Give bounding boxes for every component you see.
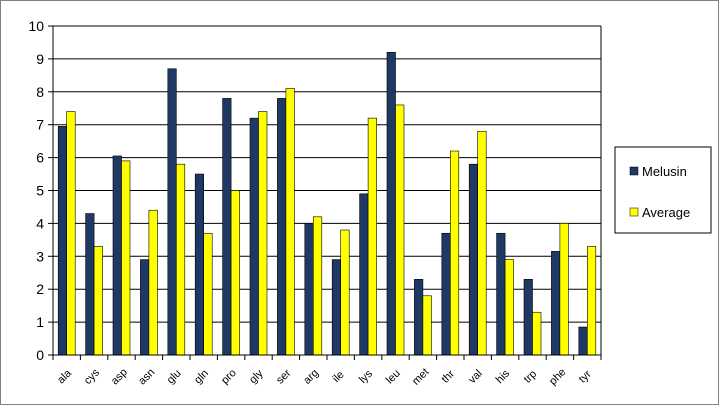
x-tick-label-lys: lys (357, 368, 375, 386)
y-tick-label: 10 (28, 18, 44, 34)
x-tick-label-cys: cys (82, 366, 103, 387)
x-tick-label-glu: glu (165, 367, 184, 386)
legend-swatch-melusin (629, 166, 639, 176)
y-tick-label: 9 (36, 51, 44, 67)
x-tick-label-asn: asn (136, 366, 157, 387)
x-tick-label-met: met (410, 366, 431, 387)
bar-average-gly (258, 111, 268, 356)
x-tick-labels: ala cys asp asn glu gln pro gly ser arg ile lys leu m… (55, 366, 594, 387)
x-tick-label-tyr: tyr (577, 368, 594, 385)
legend-swatch-average (629, 207, 639, 217)
bar-melusin-trp (523, 279, 533, 356)
bar-average-phe (559, 223, 569, 356)
bars (57, 52, 597, 356)
legend-label-melusin: Melusin (642, 164, 687, 179)
x-tick-label-gly: gly (247, 367, 266, 386)
bar-melusin-arg (304, 223, 314, 356)
bar-average-pro (230, 190, 240, 356)
x-tick-label-gln: gln (192, 367, 211, 386)
bar-average-ala (66, 111, 76, 356)
x-tick-label-ile: ile (330, 369, 346, 385)
gridlines (48, 25, 601, 356)
y-tick-label: 6 (36, 150, 44, 166)
x-tick-label-val: val (466, 368, 484, 386)
bar-melusin-val (468, 163, 479, 356)
y-tick-label: 8 (36, 84, 44, 100)
bar-melusin-glu (167, 68, 177, 356)
bar-average-thr (449, 150, 460, 356)
y-tick-label: 5 (36, 183, 44, 199)
bar-melusin-cys (85, 213, 95, 356)
y-tick-label: 3 (36, 248, 44, 264)
bar-melusin-lys (359, 193, 369, 356)
x-tick-label-pro: pro (219, 367, 239, 387)
y-tick-label: 7 (36, 117, 44, 133)
bar-average-tyr (586, 246, 597, 356)
bar-average-lys (367, 117, 377, 356)
bar-average-ser (285, 88, 295, 356)
y-tick-label: 0 (36, 347, 44, 363)
y-tick-label: 4 (36, 215, 44, 231)
bar-average-leu (395, 104, 405, 356)
bar-average-asp (121, 160, 131, 356)
bar-melusin-gly (249, 117, 259, 356)
bar-melusin-asp (112, 155, 122, 356)
legend-box (614, 146, 712, 234)
bar-average-met (422, 295, 432, 356)
legend: Melusin Average (614, 146, 712, 234)
bar-average-gln (203, 232, 213, 356)
bar-melusin-thr (441, 232, 451, 356)
x-tick-label-trp: trp (522, 368, 540, 386)
bar-melusin-ser (277, 98, 287, 356)
bar-melusin-asn (140, 259, 150, 356)
bar-average-glu (176, 163, 186, 356)
x-tick-label-arg: arg (301, 367, 321, 387)
bar-melusin-gln (194, 173, 204, 356)
bar-melusin-met (414, 279, 424, 356)
axes (52, 26, 602, 360)
bar-melusin-pro (222, 98, 232, 356)
x-tick-label-ala: ala (55, 367, 74, 386)
bar-melusin-ile (331, 259, 342, 356)
bar-average-his (504, 259, 514, 356)
x-tick-label-leu: leu (384, 367, 403, 386)
bar-melusin-tyr (578, 326, 588, 356)
x-tick-label-his: his (494, 367, 513, 386)
x-tick-label-phe: phe (547, 366, 568, 387)
bar-average-val (477, 130, 487, 356)
x-tick-label-thr: thr (439, 368, 457, 386)
y-tick-labels: 0 1 2 3 4 5 6 7 8 9 10 (28, 18, 44, 363)
bar-average-asn (148, 209, 158, 356)
bar-melusin-his (496, 232, 506, 356)
bar-average-cys (93, 246, 103, 356)
bar-melusin-ala (57, 126, 68, 356)
bar-average-arg (312, 216, 323, 356)
x-tick-label-asp: asp (109, 366, 130, 387)
y-tick-label: 2 (36, 281, 44, 297)
bar-melusin-leu (386, 52, 396, 356)
y-tick-label: 1 (36, 314, 44, 330)
legend-label-average: Average (642, 205, 690, 220)
bar-melusin-phe (551, 251, 561, 356)
bar-average-trp (532, 311, 542, 356)
bar-average-ile (340, 229, 350, 356)
x-tick-label-ser: ser (274, 367, 294, 387)
